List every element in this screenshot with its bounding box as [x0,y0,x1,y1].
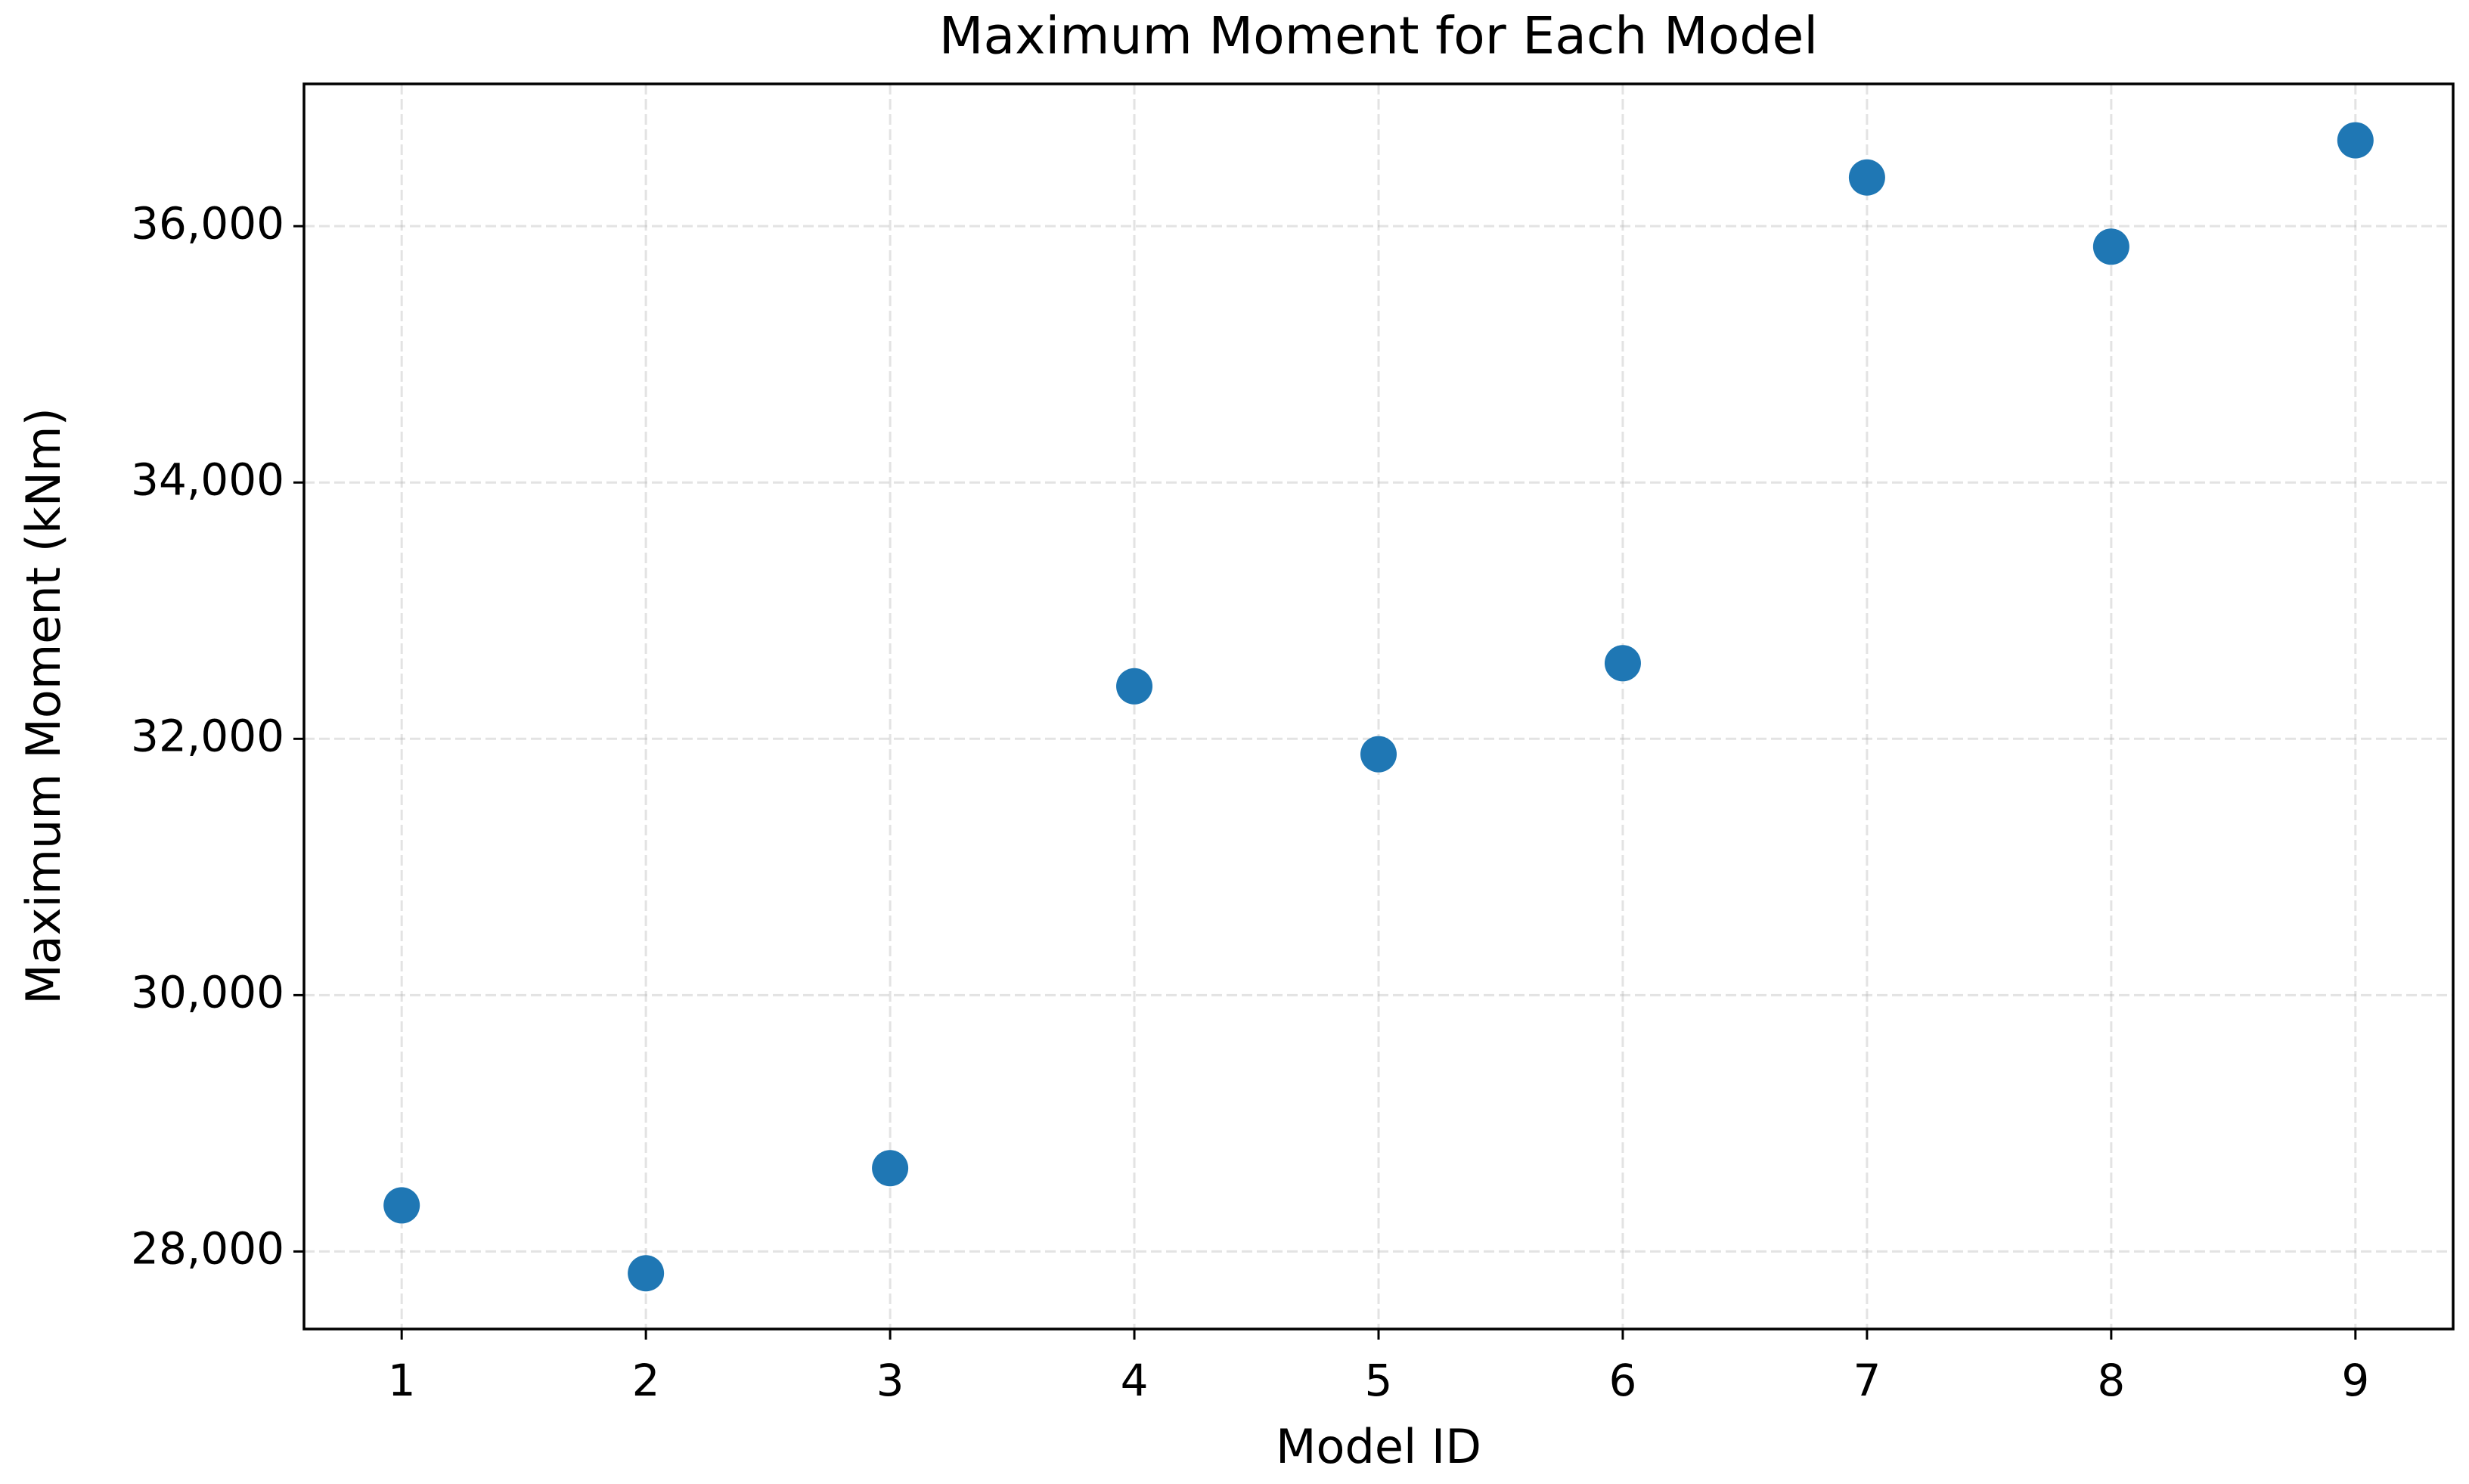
point [1360,736,1397,773]
point [1848,159,1885,196]
y-tick-label: 36,000 [131,197,284,249]
x-tick-label: 4 [1121,1355,1149,1406]
point [1116,668,1153,705]
chart-title: Maximum Moment for Each Model [939,7,1818,67]
point [2337,122,2374,159]
x-axis-label: Model ID [1276,1419,1481,1474]
plot-frame [302,82,2455,1331]
x-tick-label: 9 [2341,1355,2369,1406]
y-tick-label: 28,000 [131,1223,284,1275]
x-tick-label: 3 [876,1355,904,1406]
point [628,1255,665,1292]
x-tick-label: 7 [1853,1355,1881,1406]
y-axis-label: Maximum Moment (kNm) [16,407,71,1005]
x-tick-label: 6 [1609,1355,1637,1406]
x-tick-label: 8 [2097,1355,2125,1406]
point [383,1187,420,1224]
y-tick-label: 32,000 [131,710,284,761]
point [872,1150,909,1187]
y-tick-label: 30,000 [131,966,284,1018]
x-tick-label: 5 [1365,1355,1393,1406]
y-tick-label: 34,000 [131,454,284,505]
point [1604,645,1641,682]
point [2092,228,2129,265]
x-tick-label: 1 [388,1355,416,1406]
x-tick-label: 2 [632,1355,660,1406]
